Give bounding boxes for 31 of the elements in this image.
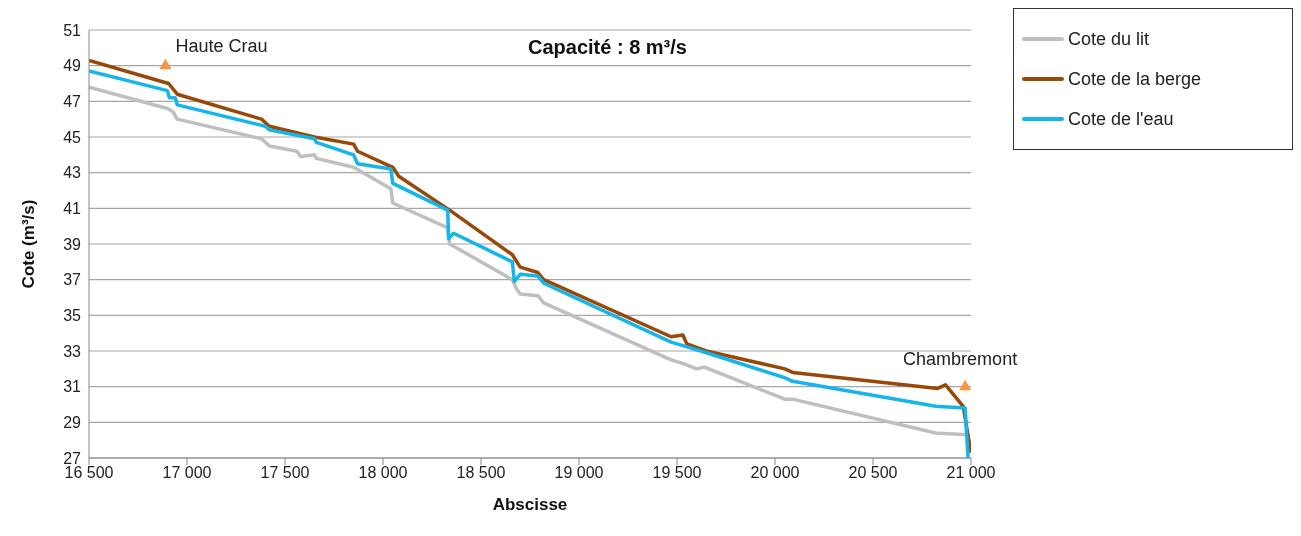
x-tick-label: 18 000 xyxy=(358,464,408,482)
legend-label: Cote de l'eau xyxy=(1068,108,1174,131)
chart-title: Capacité : 8 m³/s xyxy=(528,36,687,59)
y-tick-label: 43 xyxy=(63,164,82,182)
y-tick-label: 33 xyxy=(63,342,82,360)
annotation: Chambremont xyxy=(903,348,1018,369)
y-tick-label: 51 xyxy=(63,21,82,39)
x-tick-label: 16 500 xyxy=(64,464,114,482)
x-tick-label: 19 500 xyxy=(652,464,702,482)
y-tick-label: 27 xyxy=(63,449,82,467)
x-tick-label: 20 500 xyxy=(848,464,898,482)
legend-label: Cote de la berge xyxy=(1068,68,1202,91)
y-axis-title: Cote (m³/s) xyxy=(19,199,39,289)
legend-label: Cote du lit xyxy=(1068,28,1150,51)
y-tick-label: 35 xyxy=(63,307,82,325)
y-tick-label: 29 xyxy=(63,414,82,432)
y-tick-label: 39 xyxy=(63,235,82,253)
x-tick-label: 20 000 xyxy=(750,464,800,482)
x-tick-label: 21 000 xyxy=(946,464,996,482)
y-tick-label: 47 xyxy=(63,93,82,111)
x-tick-label: 19 000 xyxy=(554,464,604,482)
y-tick-label: 31 xyxy=(63,378,82,396)
x-tick-label: 18 500 xyxy=(456,464,506,482)
y-tick-label: 45 xyxy=(63,128,82,146)
x-tick-label: 17 500 xyxy=(260,464,310,482)
x-tick-label: 17 000 xyxy=(162,464,212,482)
x-axis-title: Abscisse xyxy=(492,495,568,514)
y-tick-label: 41 xyxy=(63,200,82,218)
y-tick-label: 49 xyxy=(63,57,82,75)
annotation: Haute Crau xyxy=(175,36,268,57)
y-tick-label: 37 xyxy=(63,271,82,289)
